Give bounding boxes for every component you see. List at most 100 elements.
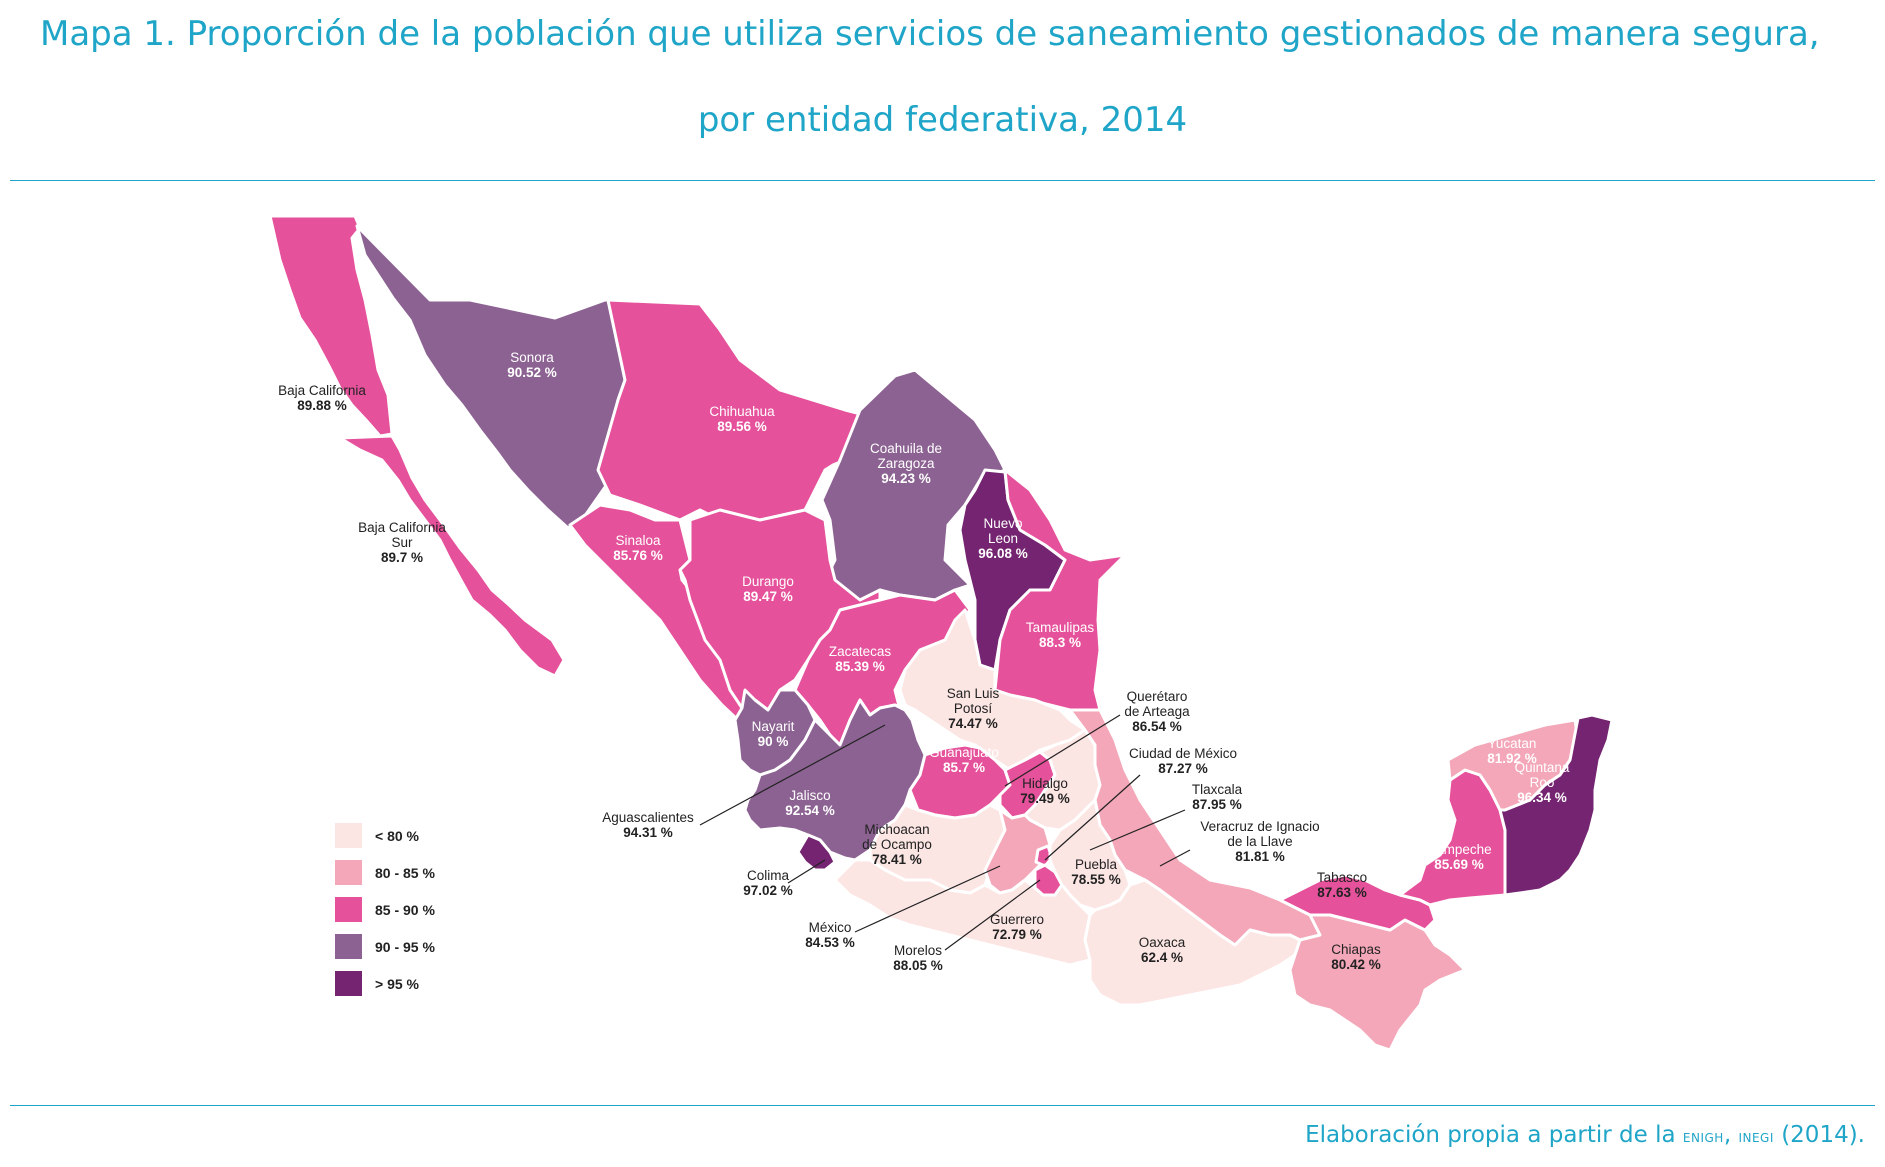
label-chiapas: Chiapas 80.42 % (1331, 942, 1381, 972)
label-name-coahuila: Zaragoza (877, 456, 935, 471)
state-region-guanajuato (908, 743, 1012, 820)
legend-label-0: < 80 % (375, 828, 420, 844)
leader-aguascalientes (699, 724, 886, 826)
source-separator: , (1723, 1122, 1739, 1148)
label-value-hidalgo: 79.49 % (1020, 791, 1070, 806)
label-name-michoacan: de Ocampo (862, 837, 932, 852)
label-value-guerrero: 72.79 % (992, 927, 1042, 942)
source-survey: enigh (1682, 1127, 1724, 1147)
label-value-quintana-roo: 96.34 % (1517, 790, 1567, 805)
label-name-nuevo-leon: Nuevo (983, 516, 1022, 531)
label-sinaloa: Sinaloa 85.76 % (613, 533, 663, 563)
label-nuevo-leon: Nuevo Leon 96.08 % (978, 516, 1028, 561)
label-name-queretaro: de Arteaga (1124, 704, 1190, 719)
label-value-morelos: 88.05 % (893, 958, 943, 973)
label-jalisco: Jalisco 92.54 % (785, 788, 835, 818)
source-agency: inegi (1738, 1127, 1774, 1147)
label-value-ciudad-de-mexico: 87.27 % (1158, 761, 1208, 776)
label-value-campeche: 85.69 % (1434, 857, 1484, 872)
map-title-line-2: por entidad federativa, 2014 (697, 100, 1188, 140)
top-divider (10, 180, 1875, 181)
label-name-chihuahua: Chihuahua (709, 404, 775, 419)
label-name-nuevo-leon: Leon (988, 531, 1018, 546)
bottom-divider (10, 1105, 1875, 1106)
label-value-sinaloa: 85.76 % (613, 548, 663, 563)
legend-swatch-1 (335, 860, 362, 885)
label-value-colima: 97.02 % (743, 883, 793, 898)
label-name-michoacan: Michoacan (864, 822, 929, 837)
legend-label-1: 80 - 85 % (375, 865, 435, 881)
label-value-baja-california: 89.88 % (297, 398, 347, 413)
label-san-luis-potosi: San Luis Potosí 74.47 % (947, 686, 1000, 731)
label-name-san-luis-potosi: San Luis (947, 686, 1000, 701)
label-name-puebla: Puebla (1075, 857, 1118, 872)
legend-label-4: > 95 % (375, 976, 420, 992)
label-tlaxcala: Tlaxcala 87.95 % (1192, 782, 1243, 812)
label-name-jalisco: Jalisco (789, 788, 830, 803)
state-region-sonora (355, 224, 627, 530)
state-region-colima (796, 833, 837, 872)
label-name-ciudad-de-mexico: Ciudad de México (1129, 746, 1237, 761)
label-name-hidalgo: Hidalgo (1022, 776, 1068, 791)
source-note: Elaboración propia a partir de la enigh,… (1305, 1122, 1865, 1148)
state-region-chiapas (1288, 913, 1467, 1052)
label-value-tamaulipas: 88.3 % (1039, 635, 1081, 650)
leader-mexico (854, 865, 1001, 933)
label-name-baja-california: Baja California (278, 383, 366, 398)
state-region-coahuila (820, 368, 1007, 602)
label-ciudad-de-mexico: Ciudad de México 87.27 % (1129, 746, 1237, 776)
label-name-nayarit: Nayarit (752, 719, 795, 734)
label-name-tamaulipas: Tamaulipas (1026, 620, 1095, 635)
label-puebla: Puebla 78.55 % (1071, 857, 1121, 887)
label-name-sonora: Sonora (510, 350, 554, 365)
legend-label-2: 85 - 90 % (375, 902, 435, 918)
label-campeche: Campeche 85.69 % (1426, 842, 1491, 872)
label-durango: Durango 89.47 % (742, 574, 794, 604)
leader-queretaro (1004, 714, 1121, 787)
label-value-san-luis-potosi: 74.47 % (948, 716, 998, 731)
label-name-veracruz: de la Llave (1227, 834, 1292, 849)
label-value-chihuahua: 89.56 % (717, 419, 767, 434)
label-name-guanajuato: Guanajuato (929, 745, 999, 760)
label-name-chiapas: Chiapas (1331, 942, 1381, 957)
label-value-guanajuato: 85.7 % (943, 760, 985, 775)
label-name-coahuila: Coahuila de (870, 441, 942, 456)
label-tabasco: Tabasco 87.63 % (1317, 870, 1367, 900)
label-guanajuato: Guanajuato 85.7 % (929, 745, 999, 775)
legend-label-3: 90 - 95 % (375, 939, 435, 955)
label-baja-california: Baja California 89.88 % (278, 383, 366, 413)
label-name-san-luis-potosi: Potosí (954, 701, 993, 716)
label-value-puebla: 78.55 % (1071, 872, 1121, 887)
legend-swatch-2 (335, 897, 362, 922)
state-region-ciudad-de-mexico (1034, 844, 1054, 868)
label-chihuahua: Chihuahua 89.56 % (709, 404, 775, 434)
leader-tlaxcala (1089, 809, 1186, 851)
source-suffix: (2014). (1773, 1122, 1865, 1148)
label-oaxaca: Oaxaca 62.4 % (1139, 935, 1186, 965)
label-yucatan: Yucatan 81.92 % (1487, 736, 1537, 766)
label-name-oaxaca: Oaxaca (1139, 935, 1186, 950)
label-name-veracruz: Veracruz de Ignacio (1200, 819, 1319, 834)
state-labels: Baja California 89.88 %Baja California Sur… (278, 350, 1570, 973)
label-value-nuevo-leon: 96.08 % (978, 546, 1028, 561)
label-nayarit: Nayarit 90 % (752, 719, 795, 749)
label-name-baja-california-sur: Baja California (358, 520, 446, 535)
label-name-quintana-roo: Roo (1530, 775, 1555, 790)
label-name-baja-california-sur: Sur (391, 535, 413, 550)
leader-morelos (944, 879, 1041, 951)
label-queretaro: Querétaro de Arteaga 86.54 % (1124, 689, 1190, 734)
label-value-veracruz: 81.81 % (1235, 849, 1285, 864)
label-name-morelos: Morelos (894, 943, 942, 958)
legend-swatch-4 (335, 971, 362, 996)
label-name-aguascalientes: Aguascalientes (602, 810, 694, 825)
state-region-baja-california-sur (338, 434, 566, 678)
state-region-tabasco (1278, 873, 1437, 932)
label-value-sonora: 90.52 % (507, 365, 557, 380)
label-value-tabasco: 87.63 % (1317, 885, 1367, 900)
state-region-mexico (983, 808, 1052, 895)
leader-colima (787, 859, 826, 884)
label-value-aguascalientes: 94.31 % (623, 825, 673, 840)
label-value-nayarit: 90 % (758, 734, 789, 749)
source-prefix: Elaboración propia a partir de la (1305, 1122, 1683, 1148)
